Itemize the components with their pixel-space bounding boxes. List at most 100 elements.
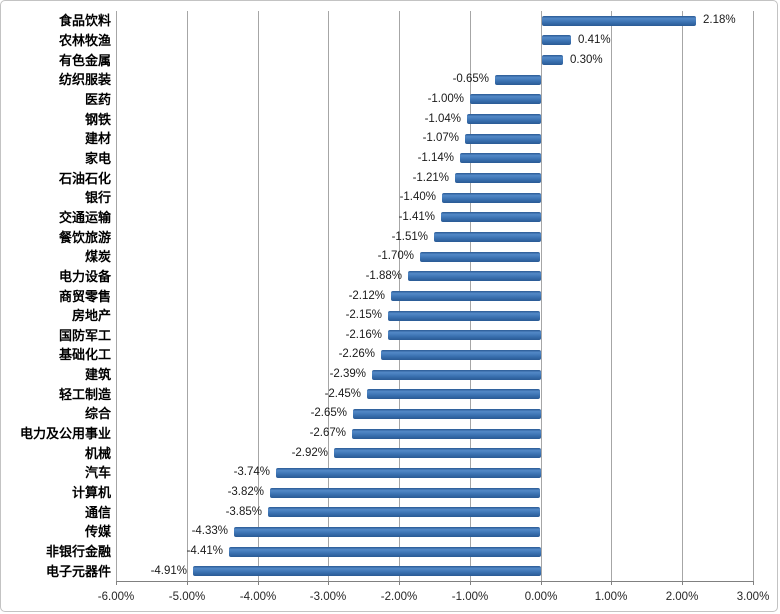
x-axis-tick-label: -6.00% [97,591,135,603]
value-label: -1.04% [424,113,461,125]
gridline [187,11,188,581]
x-axis-tick [258,581,259,585]
bar [434,232,541,242]
value-label: -4.91% [150,565,187,577]
bar [391,291,541,301]
x-axis-tick [328,581,329,585]
bar [268,507,540,517]
bar [276,468,541,478]
x-axis-tick-label: -3.00% [309,591,347,603]
x-axis-tick-label: 0.00% [524,591,558,603]
category-label: 电力及公用事业 [19,426,111,441]
category-label: 医药 [84,92,111,107]
value-label: -1.41% [398,211,435,223]
value-label: -1.21% [412,172,449,184]
x-axis-tick [399,581,400,585]
bar [542,55,563,65]
bar [353,409,541,419]
bar [455,173,541,183]
value-label: -4.33% [191,525,228,537]
category-label: 餐饮旅游 [58,230,111,245]
category-label: 房地产 [71,308,111,323]
bar [381,350,541,360]
bar [234,527,540,537]
bar [467,114,541,124]
value-label: -1.14% [417,152,454,164]
value-label: -2.26% [338,348,375,360]
value-label: -0.65% [452,73,489,85]
category-label: 家电 [84,151,111,166]
value-label: -2.92% [291,447,328,459]
value-label: -2.16% [345,329,382,341]
bar [460,153,541,163]
category-label: 非银行金融 [45,544,111,559]
value-label: -2.67% [309,427,346,439]
x-axis-tick-label: 1.00% [594,591,628,603]
value-label: -3.74% [233,466,270,478]
value-label: 0.41% [578,34,611,46]
bar [270,488,540,498]
x-axis-tick [187,581,188,585]
value-label: -1.88% [365,270,402,282]
value-label: -1.00% [427,93,464,105]
bar [193,566,541,576]
value-label: -1.40% [399,191,436,203]
x-axis-line [116,581,754,582]
value-label: -3.85% [225,506,262,518]
category-label: 有色金属 [58,53,111,68]
gridline [611,11,612,581]
x-axis-tick-label: -1.00% [451,591,489,603]
category-label: 基础化工 [58,347,111,362]
x-axis-tick-label: 3.00% [736,591,770,603]
bar [408,271,541,281]
bar [442,193,541,203]
x-axis-tick [116,581,117,585]
value-label: -1.70% [377,250,414,262]
category-label: 钢铁 [84,112,111,127]
bar [334,448,541,458]
x-axis-tick-label: -4.00% [239,591,277,603]
value-label: -4.41% [186,545,223,557]
bar [465,134,541,144]
x-axis-tick [470,581,471,585]
category-label: 纺织服装 [58,72,111,87]
value-label: -2.39% [329,368,366,380]
category-label: 通信 [84,505,111,520]
value-label: 0.30% [570,54,603,66]
value-label: -3.82% [227,486,264,498]
bar [388,330,541,340]
value-label: -2.12% [348,290,385,302]
bar [372,370,541,380]
bar [388,311,540,321]
category-label: 石油石化 [58,171,111,186]
x-axis-tick-label: -2.00% [380,591,418,603]
value-label: -1.51% [391,231,428,243]
category-label: 建材 [84,131,111,146]
bar [495,75,541,85]
bar [441,212,541,222]
category-label: 商贸零售 [58,289,111,304]
bar [229,547,541,557]
category-label: 轻工制造 [58,387,111,402]
gridline [541,11,542,581]
value-label: -2.45% [324,388,361,400]
category-label: 交通运输 [58,210,111,225]
x-axis-tick-label: -5.00% [168,591,206,603]
x-axis-tick [753,581,754,585]
bar [470,94,541,104]
category-label: 食品饮料 [58,13,111,28]
x-axis-tick-label: 2.00% [665,591,699,603]
category-label: 机械 [84,446,111,461]
value-label: -2.15% [345,309,382,321]
gridline [258,11,259,581]
category-label: 传媒 [84,524,111,539]
category-label: 电子元器件 [45,564,111,579]
bar [367,389,540,399]
category-label: 汽车 [84,465,111,480]
x-axis-tick [682,581,683,585]
gridline [753,11,754,581]
value-label: -2.65% [310,407,347,419]
category-label: 电力设备 [58,269,111,284]
